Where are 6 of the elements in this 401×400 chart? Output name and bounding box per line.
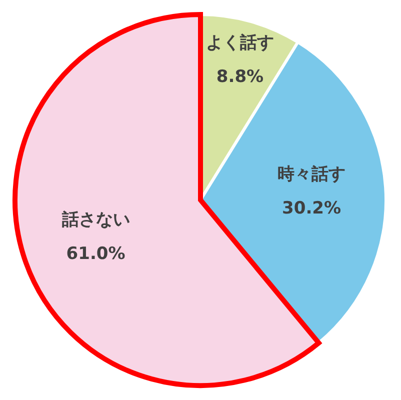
slice-label: 時々話す	[278, 164, 346, 185]
data-label: 30.2%	[282, 198, 342, 219]
slice-label: よく話す	[206, 33, 274, 54]
data-label: 61.0%	[66, 244, 126, 264]
data-label: 8.8%	[216, 67, 264, 88]
slice-label: 話さない	[60, 210, 130, 230]
